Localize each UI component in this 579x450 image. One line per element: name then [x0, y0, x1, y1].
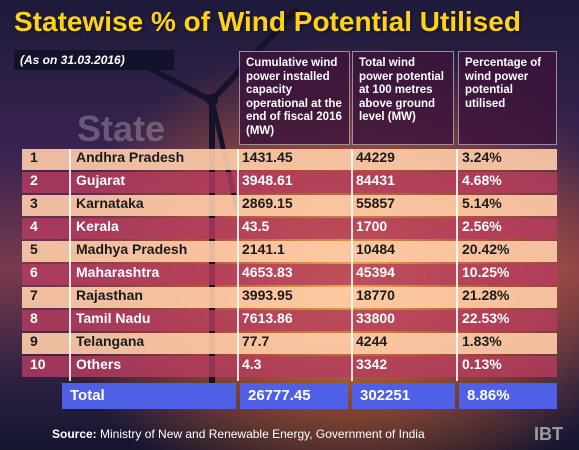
table-row: 8 Tamil Nadu 7613.86 33800 22.53%: [22, 310, 557, 331]
header-percentage: Percentage of wind power potential utili…: [458, 51, 557, 145]
column-divider: [351, 149, 353, 381]
date-label: (As on 31.03.2016): [14, 50, 174, 70]
row-number: 6: [30, 264, 38, 280]
row-number: 8: [30, 310, 38, 326]
table-row: 5 Madhya Pradesh 2141.1 10484 20.42%: [22, 241, 557, 262]
source-label: Source:: [52, 427, 97, 441]
table-row: 2 Gujarat 3948.61 84431 4.68%: [22, 172, 557, 193]
row-potential: 18770: [356, 287, 395, 303]
row-percentage: 21.28%: [462, 287, 510, 303]
row-number: 2: [30, 172, 38, 188]
row-capacity: 4653.83: [242, 264, 293, 280]
row-percentage: 1.83%: [462, 333, 502, 349]
ibt-logo: IBT: [534, 424, 563, 444]
row-potential: 4244: [356, 333, 388, 349]
source-note: Source: Ministry of New and Renewable En…: [52, 427, 425, 441]
row-potential: 1700: [356, 218, 388, 234]
row-percentage: 3.24%: [462, 149, 502, 165]
row-capacity: 2869.15: [242, 195, 293, 211]
row-state: Madhya Pradesh: [76, 241, 188, 257]
row-percentage: 2.56%: [462, 218, 502, 234]
row-capacity: 3993.95: [242, 287, 293, 303]
row-potential: 84431: [356, 172, 395, 188]
row-state: Others: [76, 356, 122, 372]
row-number: 7: [30, 287, 38, 303]
row-potential: 33800: [356, 310, 395, 326]
row-potential: 55857: [356, 195, 395, 211]
table-row: 4 Kerala 43.5 1700 2.56%: [22, 218, 557, 239]
column-divider: [69, 149, 71, 381]
table-body: 1 Andhra Pradesh 1431.45 44229 3.24% 2 G…: [22, 149, 557, 379]
row-number: 4: [30, 218, 38, 234]
table-row: 3 Karnataka 2869.15 55857 5.14%: [22, 195, 557, 216]
row-state: Karnataka: [76, 195, 144, 211]
row-potential: 10484: [356, 241, 395, 257]
row-state: Maharashtra: [76, 264, 160, 280]
state-column-label: State: [77, 108, 166, 149]
row-state: Andhra Pradesh: [76, 149, 185, 165]
row-percentage: 22.53%: [462, 310, 510, 326]
source-text: Ministry of New and Renewable Energy, Go…: [96, 427, 425, 441]
column-divider: [456, 149, 458, 381]
row-potential: 3342: [356, 356, 388, 372]
row-percentage: 4.68%: [462, 172, 502, 188]
row-number: 3: [30, 195, 38, 211]
header-capacity: Cumulative wind power installed capacity…: [239, 51, 350, 145]
row-number: 1: [30, 149, 38, 165]
row-percentage: 10.25%: [462, 264, 510, 280]
column-divider: [237, 149, 239, 381]
row-number: 5: [30, 241, 38, 257]
total-label: Total: [62, 383, 236, 409]
row-capacity: 1431.45: [242, 149, 293, 165]
table-row: 7 Rajasthan 3993.95 18770 21.28%: [22, 287, 557, 308]
page-title: Statewise % of Wind Potential Utilised: [14, 6, 521, 37]
row-potential: 45394: [356, 264, 395, 280]
row-capacity: 2141.1: [242, 241, 285, 257]
row-percentage: 0.13%: [462, 356, 502, 372]
header-potential: Total wind power potential at 100 metres…: [352, 51, 454, 145]
row-state: Tamil Nadu: [76, 310, 151, 326]
row-potential: 44229: [356, 149, 395, 165]
table-row: 10 Others 4.3 3342 0.13%: [22, 356, 557, 377]
row-capacity: 7613.86: [242, 310, 293, 326]
total-percentage: 8.86%: [459, 383, 557, 409]
row-state: Telangana: [76, 333, 145, 349]
row-number: 10: [30, 356, 46, 372]
row-state: Rajasthan: [76, 287, 143, 303]
table-row: 1 Andhra Pradesh 1431.45 44229 3.24%: [22, 149, 557, 170]
row-capacity: 77.7: [242, 333, 270, 349]
total-potential: 302251: [352, 383, 455, 409]
row-state: Gujarat: [76, 172, 126, 188]
row-percentage: 5.14%: [462, 195, 502, 211]
table-row: 6 Maharashtra 4653.83 45394 10.25%: [22, 264, 557, 285]
row-capacity: 43.5: [242, 218, 270, 234]
row-number: 9: [30, 333, 38, 349]
row-capacity: 3948.61: [242, 172, 293, 188]
table-row: 9 Telangana 77.7 4244 1.83%: [22, 333, 557, 354]
row-capacity: 4.3: [242, 356, 262, 372]
row-state: Kerala: [76, 218, 119, 234]
row-percentage: 20.42%: [462, 241, 510, 257]
total-capacity: 26777.45: [240, 383, 348, 409]
